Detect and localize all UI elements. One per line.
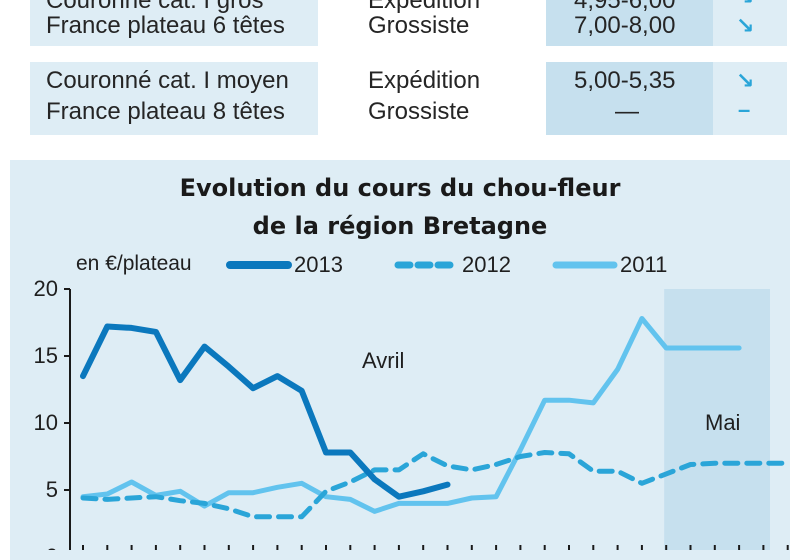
series-line-2013: [80, 323, 451, 500]
row-group-separator: [30, 46, 787, 62]
price-column-background: [546, 0, 713, 135]
chart-legend: 2013 2012 2011: [226, 252, 667, 277]
table-cell-price: 5,00-5,35: [574, 67, 676, 94]
table-cell-stage: Grossiste: [368, 98, 470, 125]
chart-title: Evolution du cours du chou-fleur: [179, 174, 621, 202]
trend-down-icon: ↘: [736, 13, 755, 38]
series-line-2011: [80, 316, 742, 514]
table-cell-price: 7,00-8,00: [574, 12, 676, 39]
series-lines: [80, 316, 791, 520]
y-tick-label: 5: [46, 477, 58, 502]
table-cell-stage: Expédition: [368, 0, 481, 14]
price-table: Couronné cat. I gros Expédition 4,95-6,0…: [30, 0, 787, 135]
trend-down-icon: ↘: [736, 0, 754, 10]
table-cell-price: 4,95-6,00: [574, 0, 676, 14]
y-tick-label: 0: [46, 544, 58, 550]
stage-column-background: [318, 0, 546, 135]
y-tick-label: 10: [34, 410, 58, 435]
table-cell-product: France plateau 8 têtes: [46, 98, 285, 125]
y-axis-unit-label: en €/plateau: [76, 252, 192, 275]
trend-down-icon: ↘: [736, 68, 755, 93]
table-cell-product: Couronné cat. I gros: [46, 0, 264, 14]
month-band-mai: [664, 289, 770, 550]
trend-flat-icon: –: [738, 97, 751, 122]
table-cell-product: Couronné cat. I moyen: [46, 67, 289, 94]
series-line-2012: [80, 450, 791, 520]
table-cell-stage: Expédition: [368, 67, 481, 94]
chart-panel: [10, 160, 790, 560]
chart-subtitle: de la région Bretagne: [252, 212, 548, 240]
y-tick-label: 20: [34, 276, 58, 301]
y-axis-ticks: 0 5 10 15 20: [34, 276, 70, 550]
table-cell-price: —: [615, 98, 639, 125]
annotation-mai: Mai: [705, 410, 740, 435]
legend-label-2012: 2012: [462, 252, 511, 277]
y-tick-label: 15: [34, 343, 58, 368]
legend-label-2011: 2011: [620, 252, 667, 277]
table-cell-stage: Grossiste: [368, 12, 470, 39]
annotation-avril: Avril: [362, 348, 404, 373]
x-axis-ticks: [82, 545, 789, 550]
legend-label-2013: 2013: [294, 252, 343, 277]
table-cell-product: France plateau 6 têtes: [46, 12, 285, 39]
